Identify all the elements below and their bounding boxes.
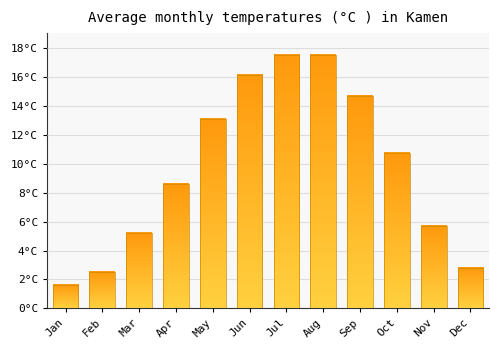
Bar [347, 96, 373, 308]
Bar [458, 268, 483, 308]
Bar [274, 55, 299, 308]
Bar [200, 119, 226, 308]
Bar [163, 184, 189, 308]
Bar [310, 55, 336, 308]
Bar [126, 233, 152, 308]
Title: Average monthly temperatures (°C ) in Kamen: Average monthly temperatures (°C ) in Ka… [88, 11, 448, 25]
Bar [384, 153, 409, 308]
Bar [52, 285, 78, 308]
Bar [421, 226, 446, 308]
Bar [90, 272, 115, 308]
Bar [236, 75, 262, 308]
